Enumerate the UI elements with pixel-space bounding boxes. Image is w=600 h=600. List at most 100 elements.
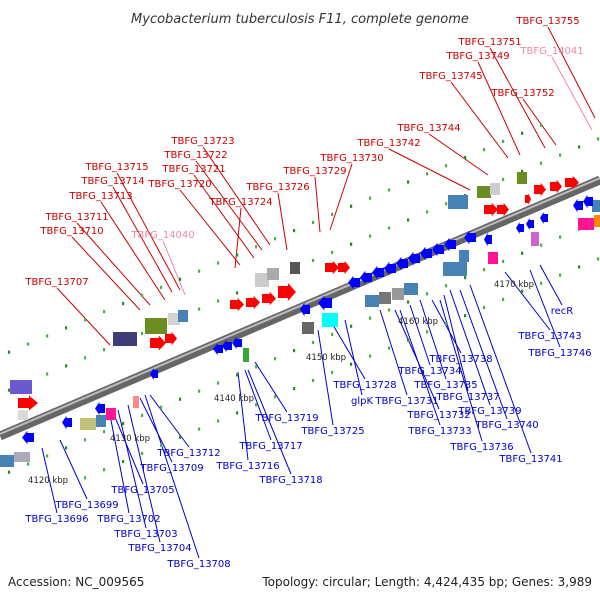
guide-dot	[65, 446, 68, 450]
forward-gene-arrow	[246, 295, 260, 310]
guide-dot	[236, 373, 239, 377]
gene-box	[365, 295, 379, 307]
guide-dot	[255, 403, 258, 407]
reverse-gene-arrow	[444, 237, 456, 252]
reverse-gene-arrow	[396, 256, 408, 271]
guide-dot	[84, 356, 87, 360]
guide-dot	[141, 293, 144, 298]
guide-dot	[274, 357, 277, 361]
leader-line	[459, 289, 508, 420]
guide-dot	[521, 289, 524, 293]
guide-dot	[559, 153, 562, 157]
guide-dot	[217, 419, 220, 423]
gene-label: TBFG_13742	[356, 138, 420, 149]
gene-box	[168, 313, 180, 325]
leader-line	[139, 397, 173, 463]
guide-dot	[293, 386, 296, 391]
guide-dot	[141, 331, 144, 336]
leader-line	[41, 447, 58, 514]
reverse-gene-arrow	[420, 246, 432, 261]
gene-label: TBFG_13736	[449, 442, 513, 453]
guide-dot	[236, 291, 239, 295]
gene-label: TBFG_13729	[282, 166, 346, 177]
leader-line	[100, 201, 166, 301]
guide-dot	[407, 300, 410, 304]
gene-label: TBFG_13709	[139, 463, 203, 474]
reverse-gene-arrow	[232, 337, 242, 349]
gene-box	[18, 410, 28, 420]
guide-dot	[369, 354, 372, 358]
gene-label: TBFG_13722	[163, 150, 227, 161]
leader-line	[489, 47, 546, 149]
gene-label: recR	[551, 306, 574, 317]
leader-line	[162, 240, 186, 296]
gene-box	[267, 268, 279, 280]
forward-gene-arrow	[497, 202, 509, 217]
leader-line	[428, 133, 489, 176]
forward-gene-arrow	[18, 395, 38, 411]
guide-dot	[426, 210, 429, 214]
leader-line	[469, 284, 532, 454]
guide-dot	[483, 305, 486, 310]
leader-line	[409, 304, 431, 366]
gene-label: TBFG_13731	[374, 396, 438, 407]
guide-dot	[217, 381, 220, 385]
gene-label: TBFG_13702	[96, 514, 160, 525]
leader-line	[277, 192, 288, 251]
forward-gene-arrow	[165, 331, 177, 346]
kbp-tick-label: 4140 kbp	[214, 394, 254, 404]
reverse-gene-arrow	[62, 415, 72, 430]
guide-dot	[426, 330, 429, 334]
guide-dot	[502, 177, 505, 182]
guide-dot	[388, 346, 391, 350]
leader-line	[117, 409, 147, 529]
gene-label: TBFG_13739	[457, 406, 521, 417]
forward-gene-arrow	[550, 179, 562, 194]
map-title: Mycobacterium tuberculosis F11, complete…	[131, 12, 469, 27]
guide-dot	[160, 405, 163, 409]
reverse-gene-arrow	[348, 275, 360, 290]
guide-dot	[388, 308, 391, 312]
forward-gene-arrow	[338, 260, 350, 275]
guide-dot	[103, 348, 106, 352]
gene-label: TBFG_13733	[407, 426, 471, 437]
leader-line	[59, 439, 88, 500]
leader-line	[244, 369, 272, 441]
guide-dot	[141, 413, 144, 418]
gene-box	[255, 273, 269, 287]
gene-box	[594, 215, 600, 227]
gene-features	[0, 172, 600, 467]
gene-label: TBFG_14040	[130, 230, 194, 241]
guide-dot	[331, 332, 334, 336]
gene-label: TBFG_13735	[413, 380, 477, 391]
gene-box	[392, 288, 404, 300]
leader-line	[71, 236, 141, 311]
reverse-gene-arrow	[22, 430, 34, 445]
guide-dot	[217, 261, 220, 265]
guide-dot	[540, 281, 543, 285]
gene-label: TBFG_13710	[39, 226, 103, 237]
leader-line	[450, 81, 509, 159]
gene-label: TBFG_13720	[147, 179, 211, 190]
guide-dot	[578, 145, 581, 149]
leader-line	[111, 409, 144, 485]
guide-dot	[464, 276, 467, 280]
guide-dot	[274, 237, 277, 241]
guide-dot	[369, 316, 372, 320]
gene-box	[443, 262, 467, 276]
reverse-gene-arrow	[432, 242, 444, 257]
gene-box	[0, 455, 14, 467]
guide-dot	[331, 370, 334, 374]
guide-dot	[445, 164, 448, 168]
guide-dot	[65, 326, 68, 330]
gene-box	[96, 415, 106, 427]
leader-line	[329, 319, 366, 380]
forward-gene-arrow	[278, 283, 296, 301]
gene-label: TBFG_13718	[258, 475, 322, 486]
leader-line	[551, 56, 593, 131]
kbp-tick-label: 4170 kbp	[494, 280, 534, 290]
guide-dot	[46, 372, 49, 376]
gene-label: TBFG_13744	[396, 123, 460, 134]
leader-line	[112, 186, 173, 293]
guide-dot	[312, 340, 315, 345]
